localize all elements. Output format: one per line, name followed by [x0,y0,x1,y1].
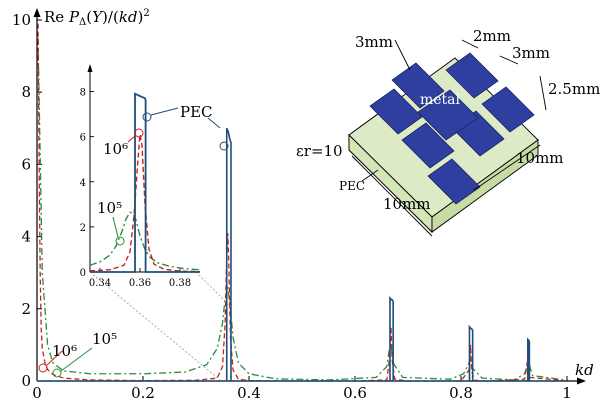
inset-series-group [89,92,201,273]
series-line-solid [37,127,567,382]
metal-patch-bottom-left [401,122,455,169]
metal-patch-center [417,89,479,141]
dim-right-edge: 10mm [516,149,564,167]
inset-y-tick-label: 2 [80,223,86,234]
label-1e5-main: 10⁵ [92,330,117,348]
metal-patch-left [369,88,423,135]
x-tick-label: 1 [562,384,572,402]
zoom-guide-right [195,271,232,308]
label-1e6-inset: 10⁶ [103,140,128,158]
dim-top-mid: 2mm [473,27,511,45]
marker-1e5-main [52,368,62,378]
metal-patch-top [445,52,499,99]
leader-1e6-main [45,350,63,367]
inset-y-tick-label: 6 [80,133,86,144]
x-tick-label: 0.8 [449,384,473,402]
dimension-lines [351,39,547,237]
dim-top-left: 3mm [355,33,393,51]
y-tick-label: 4 [21,228,31,246]
x-tick-label: 0.6 [343,384,367,402]
inset-y-tick-label: 4 [80,178,86,189]
label-1e5-inset: 10⁵ [97,199,122,217]
device-illustration: metal 3mm 2mm 3mm 2.5mm εr=10 PEC 10mm 1… [296,27,600,237]
inset-y-tick-label: 0 [80,268,86,279]
marker-1e6-inset [134,128,144,138]
label-1e6-main: 10⁶ [52,342,77,360]
pec-leader [361,169,379,182]
y-tick-label: 10 [12,11,31,29]
inset-series-line-dashed [89,134,201,273]
label-pec: PEC [180,103,213,121]
x-tick-label: 0 [32,384,42,402]
main-series-group [37,23,568,382]
permittivity-label: εr=10 [296,142,343,160]
series-line-dashdot [37,38,568,381]
inset-x-tick-label: 0.36 [129,278,151,289]
dim-bottom-edge: 10mm [383,195,431,213]
inset-series-line-solid [90,92,200,273]
y-axis-arrow [33,8,41,17]
inset-x-tick-label: 0.38 [169,278,191,289]
metal-patches [369,52,535,205]
dim-side: 2.5mm [548,80,600,98]
leader-pec-inset [150,107,179,116]
pec-ground-label: PEC [339,179,365,193]
y-axis-label: Re PΔ(Y)/(kd)2 [44,8,150,28]
inset-plot: 0.34 0.36 0.38 0 2 4 6 8 [80,64,201,289]
y-tick-label: 0 [21,372,31,390]
main-axes: 0 0.2 0.4 0.6 0.8 1 0 2 4 6 8 10 kd Re PΔ(Y)/(kd)2 [12,8,594,402]
y-tick-label: 2 [21,300,31,318]
y-tick-label: 6 [21,155,31,173]
marker-1e6-main [38,363,48,373]
x-axis-arrow [577,377,586,385]
x-tick-label: 0.2 [131,384,155,402]
substrate-side-face [431,139,539,233]
dim-top-right: 3mm [512,44,550,62]
x-axis-label: kd [575,361,594,379]
leader-pec-main [207,117,221,129]
metal-label: metal [420,92,461,108]
marker-1e5-inset [115,236,125,246]
y-tick-label: 8 [21,83,31,101]
inset-y-arrow [87,64,93,72]
inset-y-tick-label: 8 [80,88,86,99]
marker-pec-inset [142,112,152,122]
metal-patch-bottom [427,158,481,205]
metal-patch-top-left [391,62,445,109]
leader-1e5-main [60,347,93,372]
zoom-guide-left [89,271,221,381]
inset-x-tick-label: 0.34 [89,278,111,289]
marker-pec-main [219,141,229,151]
x-tick-label: 0.4 [237,384,261,402]
leader-1e5-inset [112,216,119,238]
leader-1e6-inset [127,135,136,143]
annotations: 10⁶ 10⁵ PEC 10⁶ 10⁵ [38,103,229,378]
metal-patch-right [481,86,535,133]
